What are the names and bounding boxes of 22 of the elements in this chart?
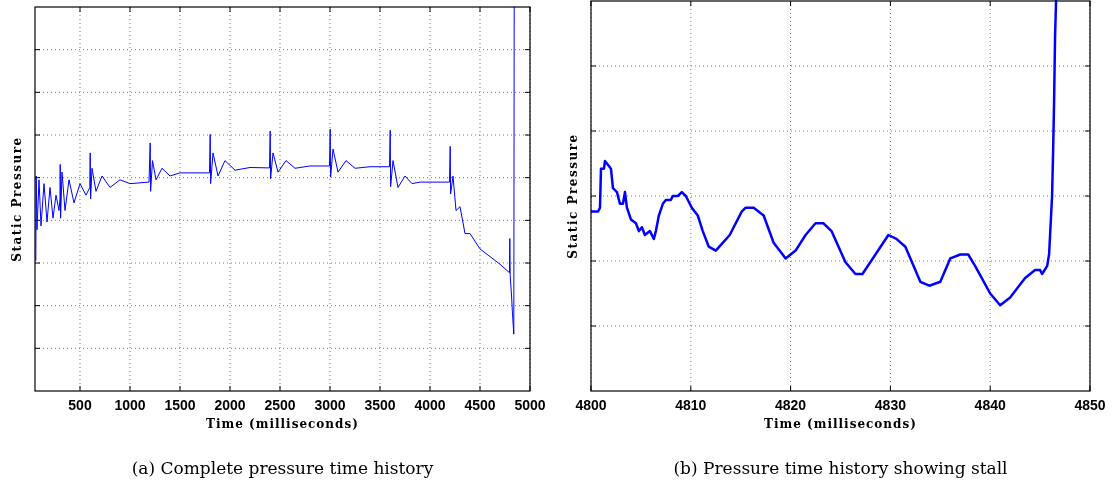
y-axis-title: Static Pressure	[10, 136, 24, 262]
x-axis-title: Time (milliseconds)	[764, 417, 917, 431]
text: (b) Pressure time history showing stall	[673, 458, 1008, 478]
x-tick-label: 1000	[114, 397, 146, 413]
x-tick-label: 4800	[575, 397, 607, 413]
x-tick-label: 5000	[514, 397, 546, 413]
x-tick-label: 3500	[364, 397, 396, 413]
x-tick-label: 4500	[464, 397, 496, 413]
x-tick-label: 4810	[675, 397, 707, 413]
x-tick-label: 4850	[1074, 397, 1106, 413]
x-tick-label: 2000	[214, 397, 246, 413]
x-tick-label: 4830	[874, 397, 907, 413]
x-axis-title: Time (milliseconds)	[206, 417, 359, 431]
x-tick-label: 3000	[314, 397, 346, 413]
y-axis-title: Static Pressure	[566, 133, 580, 259]
x-tick-label: 4000	[414, 397, 446, 413]
x-tick-label: 1500	[164, 397, 196, 413]
x-tick-label: 500	[68, 397, 92, 413]
text: (a) Complete pressure time history	[131, 458, 434, 478]
x-tick-label: 4820	[775, 397, 807, 413]
x-tick-label: 4840	[974, 397, 1006, 413]
x-tick-label: 2500	[264, 397, 296, 413]
